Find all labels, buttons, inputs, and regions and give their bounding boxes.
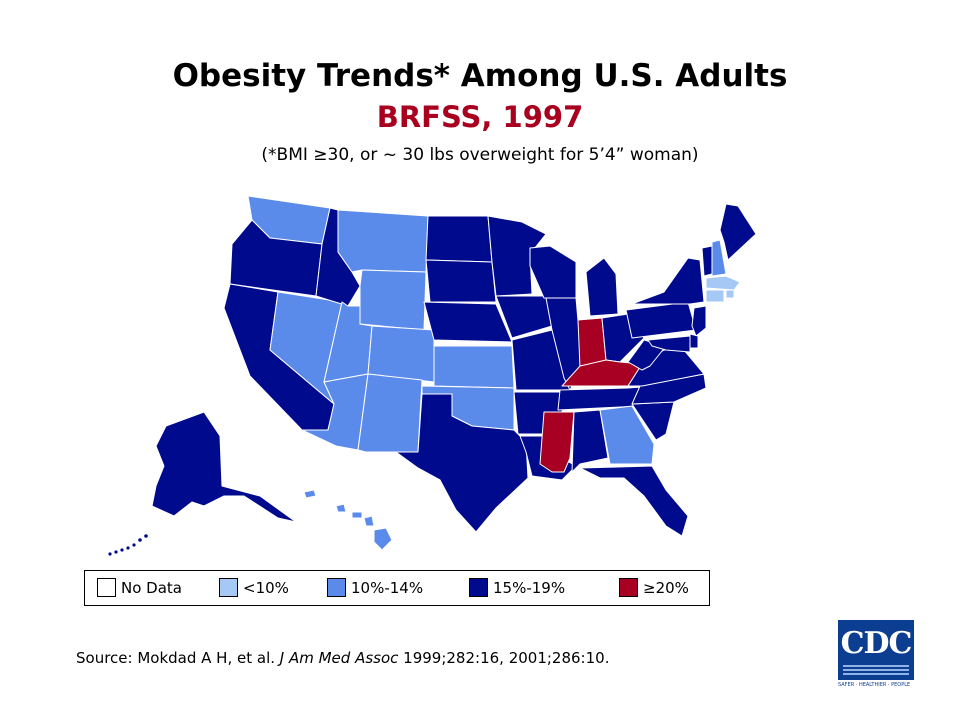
state-FL (579, 465, 689, 537)
logo-stripe (843, 669, 909, 671)
source-prefix: Source: Mokdad A H, et al. (76, 649, 280, 667)
state-DE (689, 333, 699, 349)
state-CO (367, 325, 435, 383)
aleutian-islands (108, 534, 148, 556)
state-HI (303, 489, 393, 551)
state-KS (433, 345, 515, 389)
chart-title: Obesity Trends* Among U.S. Adults (172, 58, 788, 94)
state-MA (705, 275, 741, 291)
cdc-tagline: SAFER · HEALTHIER · PEOPLE (838, 682, 911, 688)
legend-swatch-15-19 (469, 578, 488, 597)
state-SD (425, 259, 497, 303)
source-citation: Source: Mokdad A H, et al. J Am Med Asso… (76, 646, 609, 670)
cdc-logo-text: CDC (840, 626, 913, 661)
legend-box: No Data <10% 10%-14% 15%-19% ≥20% (84, 570, 710, 606)
cdc-logo: CDC (838, 620, 914, 680)
state-WI (529, 245, 577, 301)
legend-label-no-data: No Data (121, 579, 182, 597)
source-journal: J Am Med Assoc (279, 649, 399, 667)
legend-label-ge20: ≥20% (643, 579, 689, 597)
state-NH (711, 239, 727, 277)
legend-label-15-19: 15%-19% (493, 579, 566, 597)
legend-swatch-10-14 (327, 578, 346, 597)
state-NY (631, 257, 705, 305)
legend-swatch-ge20 (619, 578, 638, 597)
state-CT (705, 289, 725, 303)
state-GA (599, 405, 655, 465)
state-WY (359, 269, 427, 331)
state-AL (571, 409, 609, 473)
legend-label-lt10: <10% (243, 579, 289, 597)
state-VA (627, 349, 705, 387)
us-obesity-map (108, 195, 757, 556)
chart-subtitle: BRFSS, 1997 (376, 100, 584, 134)
state-MD (647, 335, 691, 353)
state-NM (357, 373, 423, 453)
state-NJ (691, 305, 707, 337)
state-MN (487, 215, 547, 297)
state-AK (151, 411, 297, 523)
state-MT (337, 209, 429, 273)
legend-swatch-lt10 (219, 578, 238, 597)
logo-stripe (843, 665, 909, 667)
source-suffix: 1999;282:16, 2001;286:10. (398, 649, 610, 667)
state-TX (395, 393, 529, 533)
state-RI (725, 289, 735, 299)
state-VT (701, 245, 713, 277)
state-MI (585, 257, 619, 317)
state-PA (625, 301, 697, 339)
legend-swatch-no-data (97, 578, 116, 597)
state-ND (425, 215, 493, 263)
state-NE (423, 301, 513, 343)
legend-label-10-14: 10%-14% (351, 579, 424, 597)
bmi-note: (*BMI ≥30, or ~ 30 lbs overweight for 5’… (261, 145, 699, 165)
logo-stripe (843, 673, 909, 675)
state-ME (719, 203, 757, 261)
